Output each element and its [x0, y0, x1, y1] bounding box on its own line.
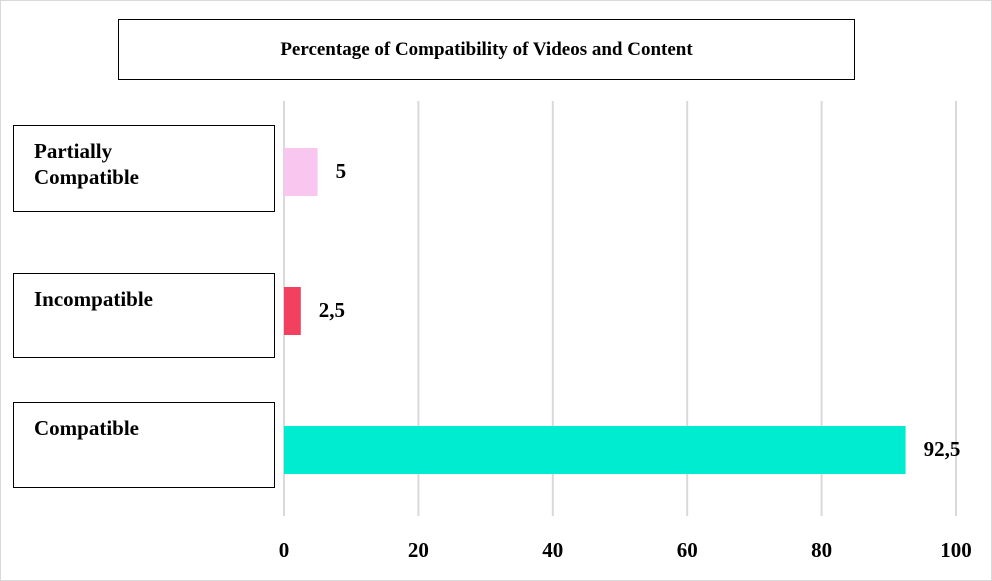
category-label: Partially Compatible: [13, 125, 275, 212]
x-tick-label: 60: [677, 538, 698, 562]
category-label: Incompatible: [13, 273, 275, 358]
value-label: 2,5: [319, 298, 345, 322]
x-tick-label: 20: [408, 538, 429, 562]
category-label: Compatible: [13, 402, 275, 488]
chart-title: Percentage of Compatibility of Videos an…: [118, 19, 855, 80]
value-label: 92,5: [924, 437, 961, 461]
x-tick-label: 80: [811, 538, 832, 562]
bar: [284, 426, 906, 474]
bar: [284, 148, 318, 196]
x-tick-label: 0: [279, 538, 290, 562]
x-tick-label: 100: [940, 538, 972, 562]
value-label: 5: [336, 159, 347, 183]
x-tick-label: 40: [542, 538, 563, 562]
bar: [284, 287, 301, 335]
